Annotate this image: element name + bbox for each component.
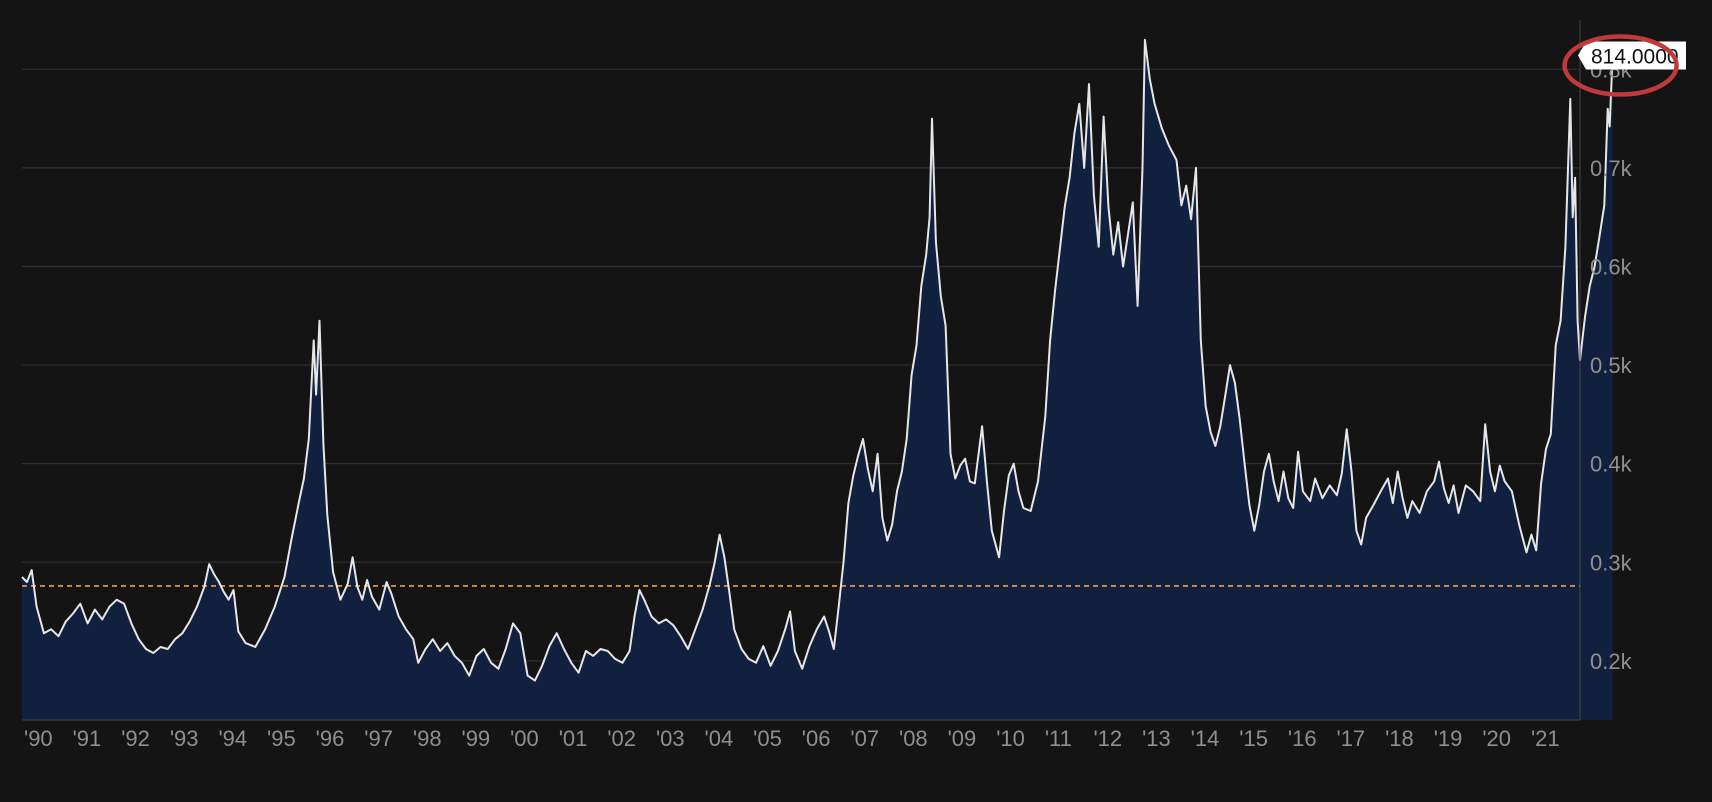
x-tick-label: '00 — [510, 726, 539, 751]
x-tick-label: '91 — [73, 726, 102, 751]
x-tick-label: '19 — [1434, 726, 1463, 751]
last-value-label-bg — [1578, 41, 1686, 70]
y-tick-label: 0.4k — [1590, 452, 1633, 477]
y-tick-label: 0.5k — [1590, 353, 1633, 378]
x-tick-label: '14 — [1191, 726, 1220, 751]
x-tick-label: '04 — [705, 726, 734, 751]
x-tick-label: '92 — [121, 726, 150, 751]
x-tick-label: '06 — [802, 726, 831, 751]
x-tick-label: '07 — [850, 726, 879, 751]
series-area-fill — [22, 39, 1613, 720]
x-tick-label: '98 — [413, 726, 442, 751]
x-tick-label: '21 — [1531, 726, 1560, 751]
x-tick-label: '12 — [1093, 726, 1122, 751]
x-tick-label: '11 — [1045, 726, 1072, 751]
x-tick-label: '15 — [1239, 726, 1268, 751]
x-tick-label: '05 — [753, 726, 782, 751]
x-tick-label: '20 — [1482, 726, 1511, 751]
x-tick-label: '13 — [1142, 726, 1171, 751]
x-tick-label: '10 — [996, 726, 1025, 751]
y-tick-label: 0.2k — [1590, 649, 1633, 674]
highlight-circle-annotation — [1562, 34, 1679, 97]
x-tick-label: '16 — [1288, 726, 1317, 751]
x-tick-label: '94 — [218, 726, 247, 751]
x-tick-label: '99 — [462, 726, 491, 751]
x-tick-label: '02 — [607, 726, 636, 751]
x-tick-label: '18 — [1385, 726, 1414, 751]
x-tick-label: '08 — [899, 726, 928, 751]
last-value-label: 814.0000 — [1578, 41, 1686, 70]
x-tick-label: '09 — [948, 726, 977, 751]
x-tick-label: '93 — [170, 726, 199, 751]
x-tick-label: '95 — [267, 726, 296, 751]
x-tick-label: '97 — [364, 726, 393, 751]
gridlines — [22, 68, 1580, 662]
x-tick-label: '17 — [1337, 726, 1366, 751]
x-tick-label: '01 — [559, 726, 588, 751]
y-tick-label: 0.3k — [1590, 550, 1633, 575]
x-tick-label: '90 — [24, 726, 53, 751]
series-line — [21, 38, 1614, 682]
y-tick-label: 0.6k — [1590, 254, 1633, 279]
x-axis-labels: '90 '91 '92 '93 '94 '95 '96 '97 '98 '99 '00 '01 '02 '… — [24, 726, 1560, 751]
x-tick-label: '96 — [316, 726, 345, 751]
y-tick-label: 0.7k — [1590, 156, 1633, 181]
last-value-label-text: 814.0000 — [1591, 45, 1679, 68]
x-tick-label: '03 — [656, 726, 685, 751]
